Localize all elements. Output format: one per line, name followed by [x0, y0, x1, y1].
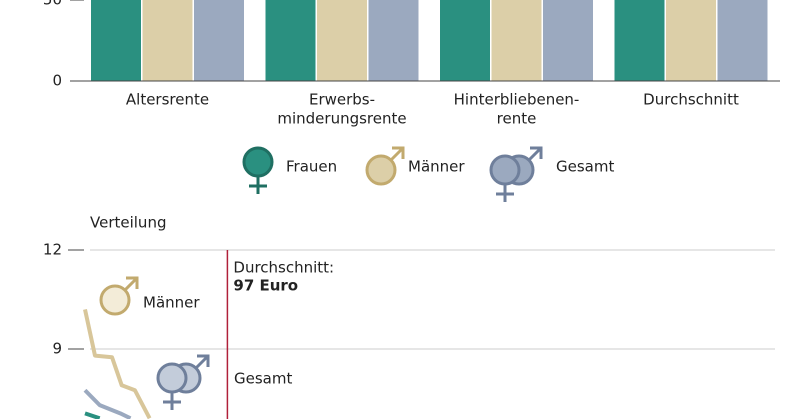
bar	[317, 0, 367, 82]
series-line	[83, 388, 132, 419]
y-tick-label: 9	[52, 340, 62, 358]
bar	[368, 0, 419, 81]
x-tick-label: Hinterbliebenen-	[454, 91, 580, 109]
y-tick-label: 0	[52, 72, 62, 90]
x-tick-label: Altersrente	[126, 91, 209, 109]
icon-arrow	[194, 354, 210, 370]
icon-circle	[489, 154, 521, 186]
female-icon	[242, 146, 274, 194]
x-tick-label: minderungsrente	[277, 110, 406, 128]
icon-circle	[156, 362, 188, 394]
bar	[666, 0, 716, 81]
x-tick-label: Durchschnitt	[643, 91, 739, 109]
x-tick-label: rente	[497, 110, 537, 128]
bar	[194, 0, 244, 81]
bar	[491, 0, 542, 82]
series-label: Gesamt	[234, 370, 292, 388]
male-icon	[365, 146, 405, 186]
y-tick-label: 12	[43, 241, 62, 259]
series-line	[84, 411, 101, 419]
legend-label: Gesamt	[556, 158, 614, 176]
bar	[614, 0, 665, 81]
icon-arrow	[123, 276, 139, 292]
y-tick-label: 50	[43, 0, 62, 9]
average-label: Durchschnitt:	[233, 259, 334, 277]
icon-circle	[365, 154, 397, 186]
bar	[142, 0, 193, 81]
series-line	[83, 308, 152, 419]
chart-title: Verteilung	[90, 214, 166, 232]
icon-arrow	[389, 146, 405, 162]
average-value: 97 Euro	[233, 277, 298, 295]
bar	[543, 0, 593, 81]
legend-label: Frauen	[286, 158, 337, 176]
icon-arrow	[527, 146, 543, 162]
x-tick-label: Erwerbs-	[309, 91, 375, 109]
both-icon	[489, 146, 543, 202]
bar	[91, 0, 141, 81]
bar	[265, 0, 316, 81]
bar	[717, 0, 768, 81]
both-icon	[156, 354, 210, 410]
icon-circle	[99, 284, 131, 316]
series-label: Männer	[143, 294, 200, 312]
icon-circle	[242, 146, 274, 178]
legend-label: Männer	[408, 158, 465, 176]
male-icon	[99, 276, 139, 316]
bar	[440, 0, 490, 81]
